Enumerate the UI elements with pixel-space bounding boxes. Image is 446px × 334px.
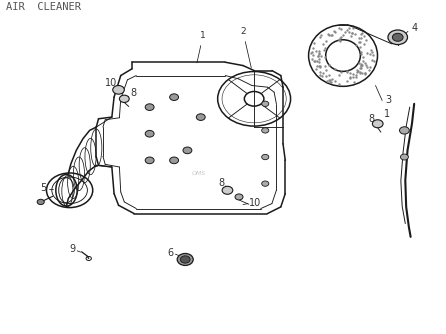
Circle shape	[169, 157, 178, 164]
Text: 10: 10	[249, 198, 261, 208]
Text: 8: 8	[219, 178, 225, 188]
Circle shape	[37, 199, 44, 205]
Circle shape	[401, 154, 409, 160]
Text: 5: 5	[40, 183, 46, 193]
Circle shape	[235, 194, 243, 200]
Circle shape	[262, 181, 269, 186]
Text: 9: 9	[70, 244, 76, 255]
Text: OMS: OMS	[191, 171, 206, 176]
Circle shape	[145, 130, 154, 137]
Circle shape	[392, 33, 403, 41]
Circle shape	[400, 127, 409, 134]
Text: 8: 8	[368, 114, 374, 124]
Circle shape	[372, 120, 383, 128]
Circle shape	[113, 86, 124, 94]
Text: 6: 6	[168, 248, 173, 258]
Circle shape	[388, 30, 408, 45]
Circle shape	[120, 95, 129, 103]
Circle shape	[180, 256, 190, 263]
Circle shape	[183, 147, 192, 154]
Circle shape	[196, 114, 205, 121]
Text: 1: 1	[384, 109, 391, 119]
Text: 2: 2	[240, 27, 251, 68]
Circle shape	[262, 154, 269, 160]
Circle shape	[262, 128, 269, 133]
Circle shape	[177, 254, 193, 266]
Circle shape	[145, 104, 154, 111]
Circle shape	[145, 157, 154, 164]
Text: 4: 4	[411, 23, 417, 33]
Text: 3: 3	[385, 96, 392, 106]
Circle shape	[262, 101, 269, 107]
Text: 1: 1	[197, 31, 206, 63]
Text: AIR  CLEANER: AIR CLEANER	[6, 2, 81, 12]
Text: 10: 10	[105, 78, 117, 88]
Circle shape	[222, 186, 233, 194]
Circle shape	[169, 94, 178, 101]
Text: 8: 8	[130, 88, 136, 98]
